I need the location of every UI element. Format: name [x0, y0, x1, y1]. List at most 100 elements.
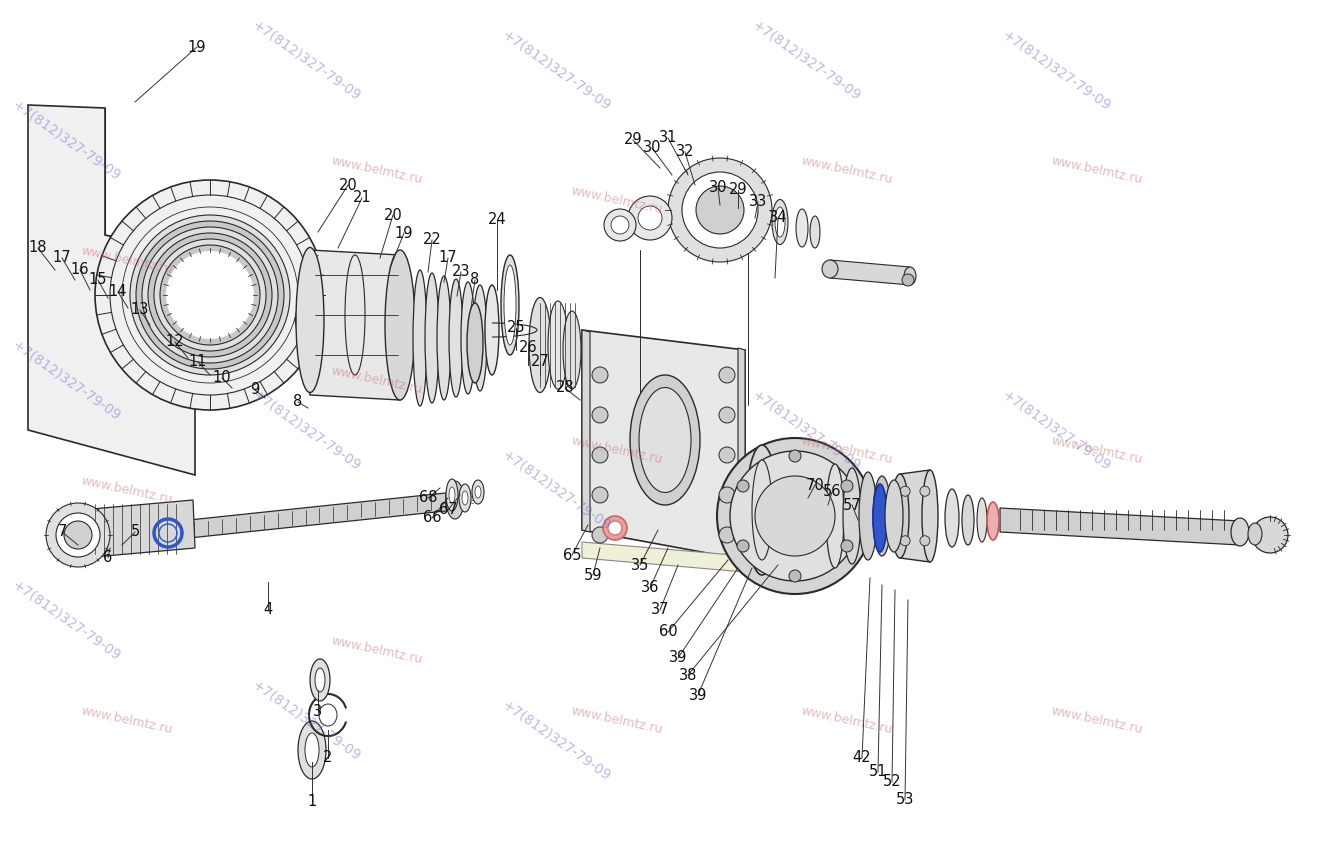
Ellipse shape: [873, 484, 887, 552]
Ellipse shape: [873, 476, 891, 556]
Ellipse shape: [298, 721, 326, 779]
Circle shape: [841, 540, 853, 552]
Circle shape: [696, 186, 744, 234]
Ellipse shape: [564, 311, 581, 389]
Circle shape: [737, 540, 748, 552]
Ellipse shape: [548, 301, 568, 389]
Text: 19: 19: [187, 40, 206, 54]
Circle shape: [166, 251, 253, 339]
Ellipse shape: [843, 468, 861, 564]
Text: 70: 70: [805, 478, 825, 492]
Ellipse shape: [462, 491, 469, 505]
Polygon shape: [28, 105, 195, 475]
Text: www.belmtz.ru: www.belmtz.ru: [330, 634, 424, 666]
Polygon shape: [1001, 508, 1239, 545]
Circle shape: [154, 239, 267, 351]
Text: 59: 59: [583, 567, 602, 583]
Text: www.belmtz.ru: www.belmtz.ru: [1049, 704, 1144, 736]
Text: 22: 22: [422, 232, 441, 247]
Circle shape: [920, 536, 929, 545]
Circle shape: [591, 487, 609, 503]
Circle shape: [46, 503, 110, 567]
Ellipse shape: [475, 486, 480, 498]
Text: 27: 27: [531, 355, 549, 369]
Ellipse shape: [752, 460, 772, 560]
Circle shape: [136, 221, 284, 369]
Circle shape: [719, 527, 735, 543]
Circle shape: [603, 516, 627, 540]
Circle shape: [1251, 517, 1288, 553]
Circle shape: [920, 486, 929, 496]
Circle shape: [160, 245, 260, 345]
Circle shape: [63, 521, 92, 549]
Circle shape: [628, 196, 672, 240]
Ellipse shape: [1247, 523, 1262, 545]
Text: 52: 52: [883, 774, 902, 789]
Circle shape: [143, 227, 279, 363]
Ellipse shape: [796, 209, 808, 247]
Circle shape: [719, 487, 735, 503]
Ellipse shape: [319, 704, 337, 726]
Circle shape: [611, 216, 630, 234]
Circle shape: [902, 274, 913, 286]
Text: 32: 32: [676, 145, 694, 159]
Text: 17: 17: [438, 251, 457, 265]
Text: 25: 25: [507, 320, 525, 335]
Ellipse shape: [461, 282, 475, 394]
Text: +7(812)327-79-09: +7(812)327-79-09: [11, 578, 124, 662]
Ellipse shape: [859, 472, 876, 560]
Text: 14: 14: [108, 285, 127, 300]
Ellipse shape: [884, 480, 903, 552]
Circle shape: [180, 265, 240, 325]
Text: 33: 33: [748, 195, 767, 209]
Ellipse shape: [459, 484, 471, 512]
Text: www.belmtz.ru: www.belmtz.ru: [1049, 434, 1144, 466]
Circle shape: [841, 480, 853, 492]
Ellipse shape: [977, 498, 987, 542]
Circle shape: [900, 536, 909, 545]
Text: 20: 20: [339, 178, 358, 192]
Text: 2: 2: [323, 750, 333, 766]
Text: www.belmtz.ru: www.belmtz.ru: [800, 154, 894, 186]
Ellipse shape: [385, 250, 414, 400]
Text: 39: 39: [669, 650, 688, 666]
Circle shape: [789, 570, 801, 582]
Text: 31: 31: [659, 130, 677, 146]
Ellipse shape: [746, 445, 777, 575]
Ellipse shape: [473, 480, 484, 504]
Circle shape: [165, 250, 255, 340]
Text: 36: 36: [640, 580, 659, 595]
Text: 13: 13: [131, 302, 149, 318]
Text: 6: 6: [103, 551, 112, 566]
Ellipse shape: [810, 216, 820, 248]
Circle shape: [591, 367, 609, 383]
Text: +7(812)327-79-09: +7(812)327-79-09: [249, 17, 364, 102]
Ellipse shape: [639, 387, 690, 492]
Text: www.belmtz.ru: www.belmtz.ru: [570, 434, 664, 466]
Circle shape: [609, 521, 622, 535]
Circle shape: [730, 451, 861, 581]
Text: 38: 38: [678, 667, 697, 683]
Ellipse shape: [310, 659, 330, 701]
Circle shape: [737, 480, 748, 492]
Polygon shape: [738, 348, 744, 560]
Ellipse shape: [504, 265, 516, 345]
Ellipse shape: [296, 247, 323, 392]
Ellipse shape: [529, 297, 550, 392]
Text: 51: 51: [869, 765, 887, 779]
Ellipse shape: [987, 502, 999, 540]
Text: 23: 23: [451, 264, 470, 280]
Text: 26: 26: [519, 340, 537, 356]
Text: 8: 8: [293, 395, 302, 409]
Text: www.belmtz.ru: www.belmtz.ru: [81, 474, 174, 506]
Text: +7(812)327-79-09: +7(812)327-79-09: [11, 337, 124, 423]
Text: www.belmtz.ru: www.belmtz.ru: [570, 704, 664, 736]
Text: 60: 60: [659, 624, 677, 639]
Text: +7(812)327-79-09: +7(812)327-79-09: [11, 97, 124, 183]
Polygon shape: [582, 542, 744, 572]
Text: 42: 42: [853, 750, 871, 766]
Text: 21: 21: [352, 191, 371, 206]
Circle shape: [789, 450, 801, 462]
Circle shape: [591, 447, 609, 463]
Text: 12: 12: [166, 335, 185, 350]
